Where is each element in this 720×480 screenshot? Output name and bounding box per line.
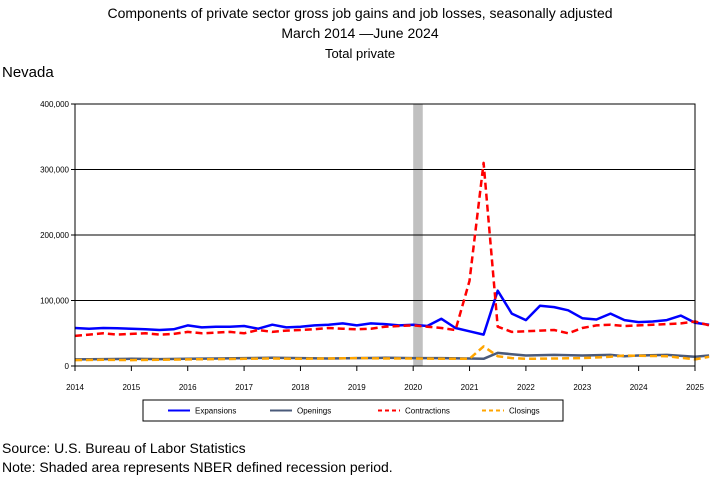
x-tick-label: 2020 (404, 383, 422, 392)
legend-label-openings: Openings (297, 407, 331, 416)
x-tick-label: 2018 (292, 383, 310, 392)
x-tick-label: 2021 (461, 383, 479, 392)
series-line-contractions (74, 161, 710, 338)
x-tick-label: 2025 (686, 383, 704, 392)
x-tick-label: 2017 (235, 383, 253, 392)
legend-label-contractions: Contractions (405, 407, 450, 416)
source-note: Source: U.S. Bureau of Labor Statistics (2, 440, 246, 456)
legend-label-expansions: Expansions (195, 407, 236, 416)
x-tick-label: 2024 (630, 383, 648, 392)
y-tick-label: 100,000 (40, 297, 69, 306)
x-tick-label: 2019 (348, 383, 366, 392)
x-tick-label: 2016 (179, 383, 197, 392)
y-tick-label: 0 (65, 362, 70, 371)
series-line-expansions (74, 289, 710, 336)
series-line-openings (74, 351, 710, 361)
legend-box (142, 399, 564, 422)
legend-label-closings: Closings (509, 407, 540, 416)
recession-note: Note: Shaded area represents NBER define… (2, 459, 393, 475)
chart-title-line2: March 2014 —June 2024 (281, 25, 439, 41)
y-tick-label: 200,000 (40, 231, 69, 240)
x-tick-label: 2014 (66, 383, 84, 392)
line-chart: 0 100,000 200,000 300,000 400,000 2014 2015 201… (40, 100, 710, 422)
chart-title-line3: Total private (324, 46, 396, 61)
x-tick-label: 2015 (122, 383, 140, 392)
y-tick-label: 400,000 (40, 100, 69, 109)
plot-frame (74, 103, 696, 367)
y-tick-label: 300,000 (40, 166, 69, 175)
x-tick-label: 2022 (517, 383, 535, 392)
series-line-closings (74, 345, 710, 362)
region-label: Nevada (2, 64, 54, 81)
chart-title-line1: Components of private sector gross job g… (107, 5, 613, 21)
x-tick-label: 2023 (573, 383, 591, 392)
